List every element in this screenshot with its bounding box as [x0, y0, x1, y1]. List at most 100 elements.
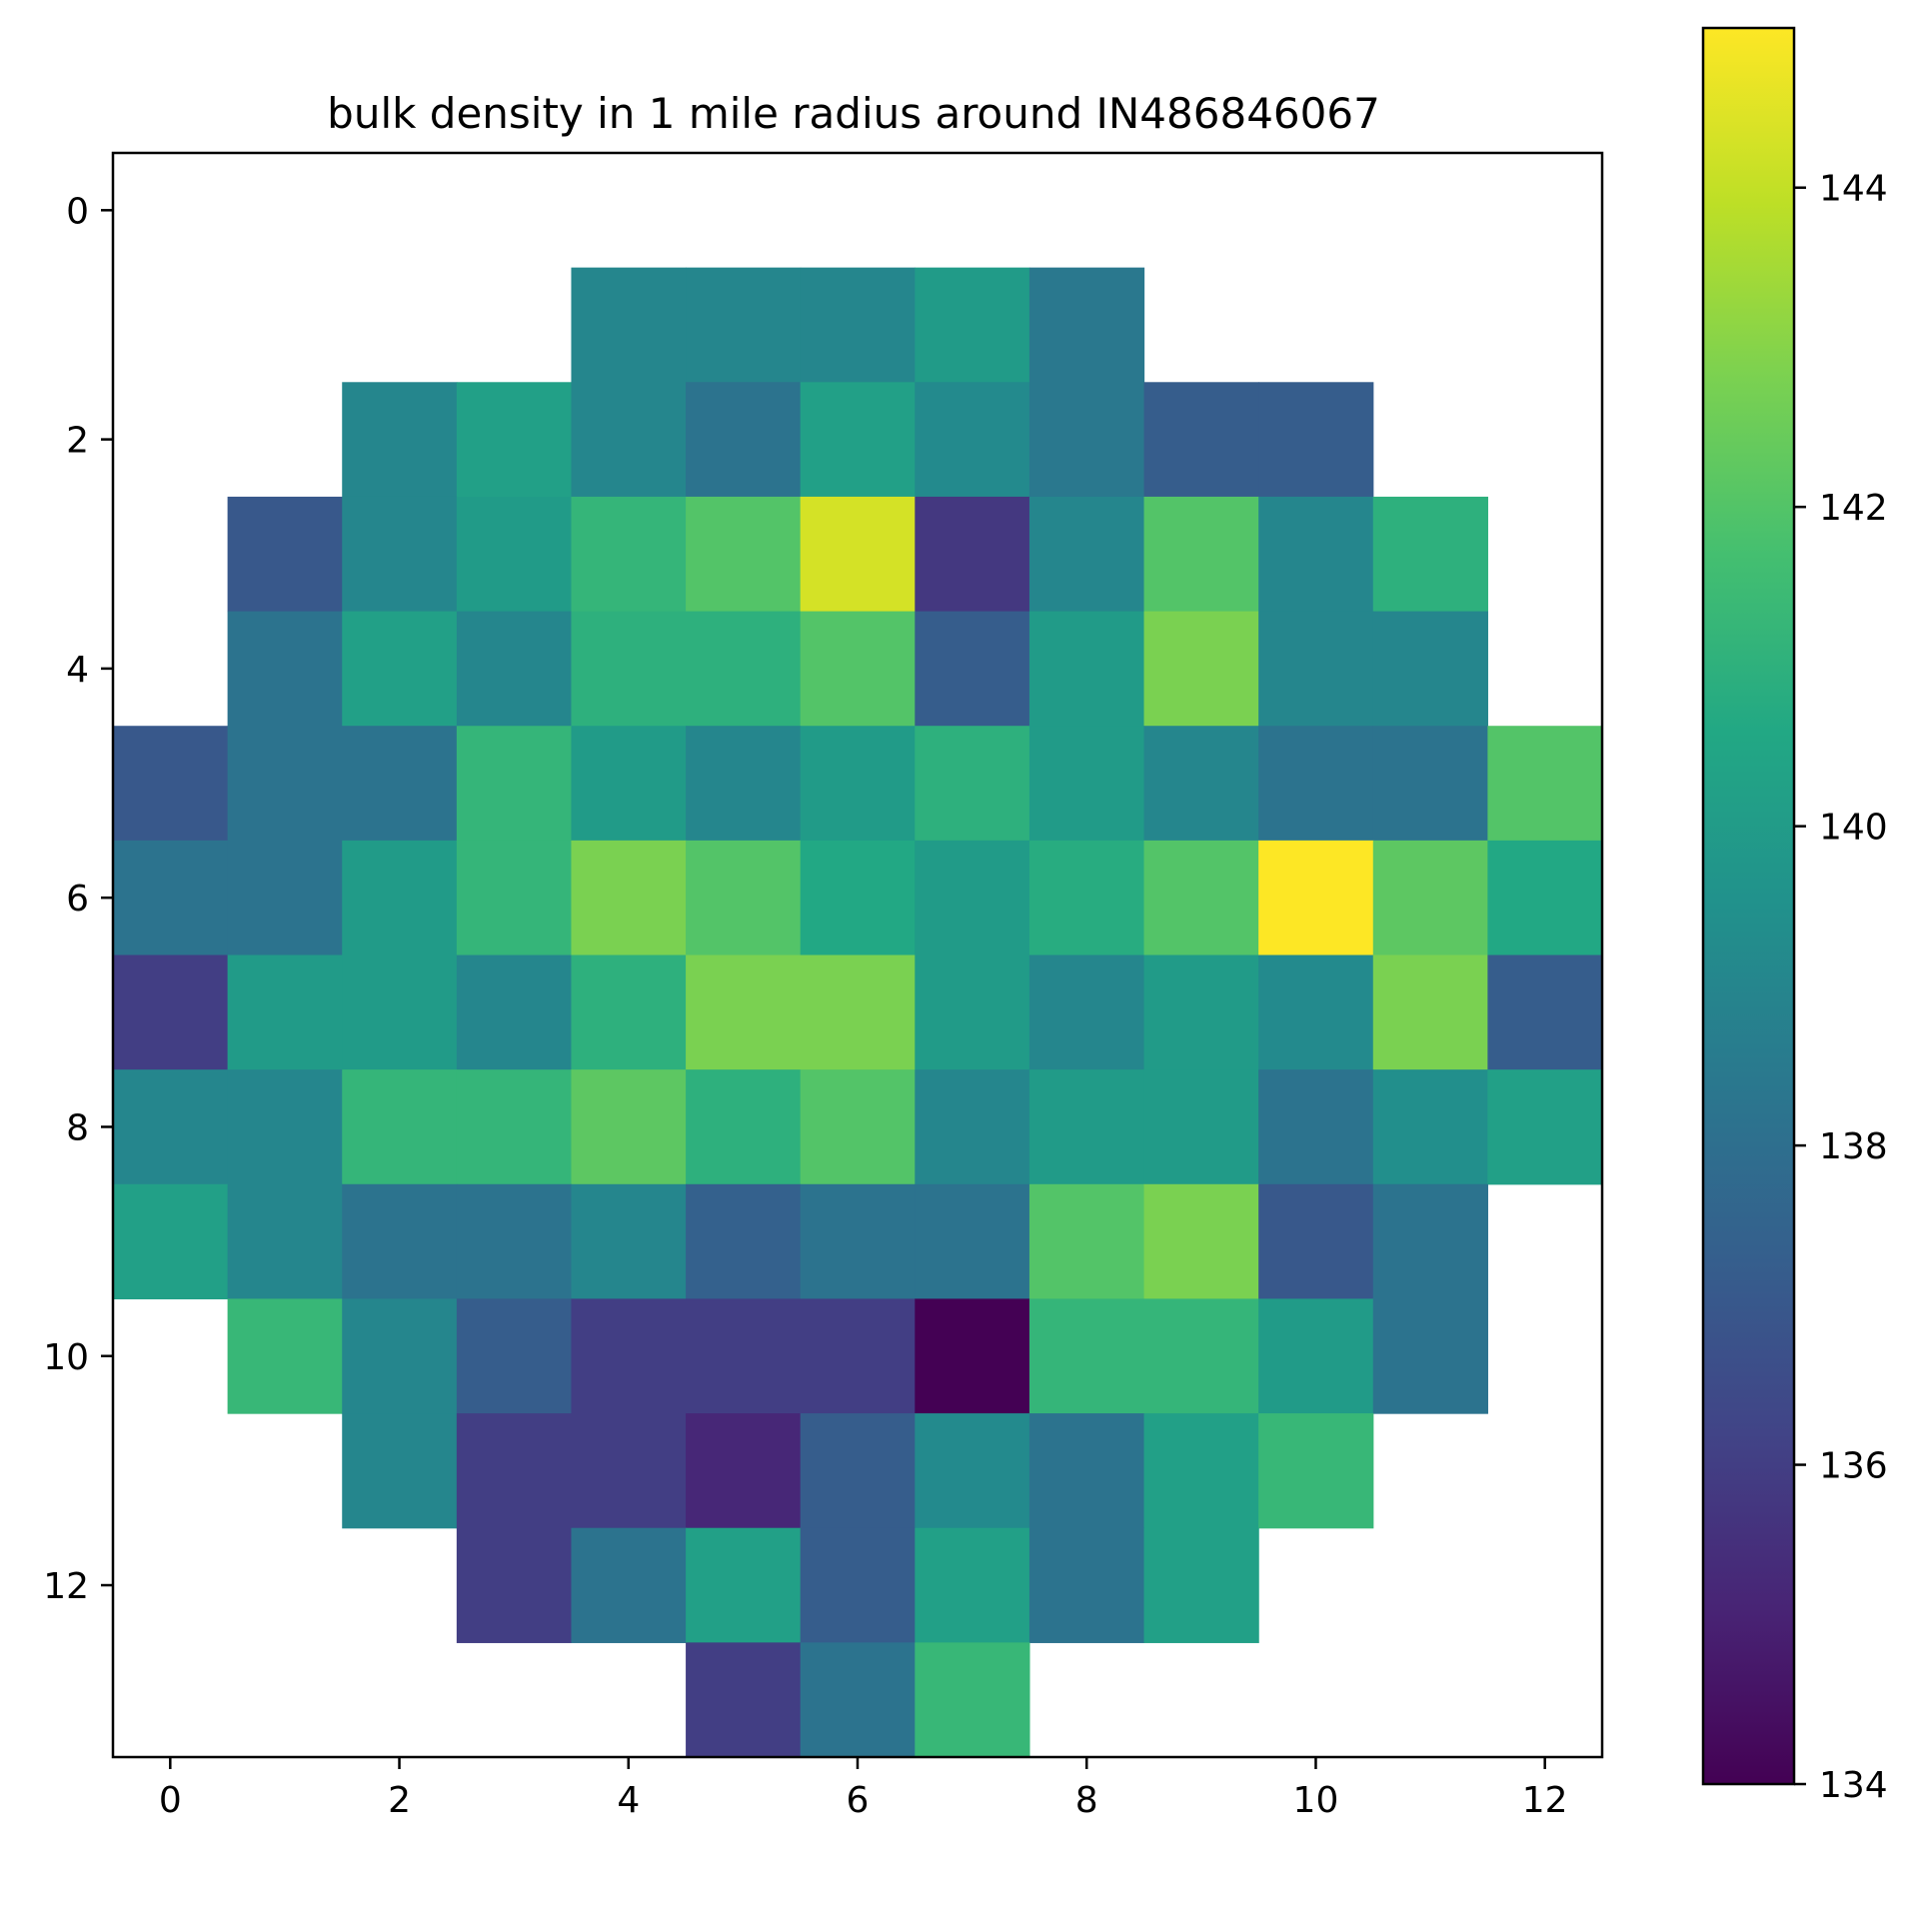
heatmap-cell [1372, 1069, 1488, 1185]
heatmap-cell [113, 726, 229, 842]
heatmap-cell [800, 496, 916, 613]
heatmap-cell [915, 1183, 1030, 1300]
heatmap-cell [456, 955, 573, 1070]
heatmap-cell [1372, 1298, 1488, 1414]
heatmap-cell [227, 611, 343, 727]
heatmap-cell [915, 496, 1030, 613]
heatmap-cell [800, 267, 916, 383]
heatmap-cell [686, 611, 802, 727]
heatmap-cell [1258, 1183, 1374, 1300]
heatmap-cell [571, 1413, 687, 1529]
heatmap-cell [1258, 611, 1374, 727]
heatmap-cell [571, 955, 687, 1070]
x-tick-label: 10 [1293, 1780, 1339, 1821]
heatmap-cell [1143, 1527, 1259, 1643]
heatmap-cell [1143, 382, 1259, 498]
heatmap-cell [1143, 840, 1259, 957]
heatmap-cell [915, 382, 1030, 498]
heatmap-cell [1372, 611, 1488, 727]
heatmap-cell [1143, 1183, 1259, 1300]
heatmap-cell [113, 1069, 229, 1185]
heatmap-cell [342, 1183, 458, 1300]
heatmap-cell [456, 382, 573, 498]
heatmap-cell [686, 1069, 802, 1185]
heatmap-cell [686, 1298, 802, 1414]
heatmap-cell [1258, 1069, 1374, 1185]
colorbar-tick-label: 134 [1819, 1765, 1888, 1806]
heatmap-cell [800, 955, 916, 1070]
heatmap-cell [800, 1527, 916, 1643]
heatmap-cell [1258, 1413, 1374, 1529]
heatmap-cell [800, 1413, 916, 1529]
heatmap-cell [915, 1527, 1030, 1643]
heatmap-cell [800, 611, 916, 727]
x-tick-label: 12 [1522, 1780, 1568, 1821]
heatmap-cell [571, 726, 687, 842]
heatmap-cell [342, 726, 458, 842]
y-axis: 0 2 4 6 8 10 12 [43, 191, 113, 1607]
heatmap-cell [227, 955, 343, 1070]
heatmap-cell [800, 382, 916, 498]
x-tick-label: 6 [847, 1780, 870, 1821]
heatmap-cell [1028, 382, 1145, 498]
heatmap-cell [686, 726, 802, 842]
heatmap-cell [1487, 840, 1603, 957]
heatmap-cell [800, 1298, 916, 1414]
colorbar [1701, 26, 1796, 1786]
heatmap-cell [1372, 1183, 1488, 1300]
heatmap-cell [342, 955, 458, 1070]
colorbar-axis: 134 136 138 140 142 144 [1794, 169, 1888, 1806]
heatmap-cell [342, 496, 458, 613]
heatmap-cell [227, 496, 343, 613]
heatmap-cell [1028, 1069, 1145, 1185]
heatmap-cell [1028, 1298, 1145, 1414]
heatmap-cell [342, 1298, 458, 1414]
heatmap-cell [686, 1183, 802, 1300]
heatmap-cell [1028, 1413, 1145, 1529]
heatmap-cell [571, 1298, 687, 1414]
x-tick-label: 2 [388, 1780, 411, 1821]
heatmap-cell [571, 1069, 687, 1185]
y-tick-label: 10 [43, 1337, 89, 1378]
heatmap-cell [686, 496, 802, 613]
heatmap-cell [1372, 496, 1488, 613]
colorbar-tick-label: 138 [1819, 1126, 1888, 1167]
heatmap-cell [456, 1527, 573, 1643]
heatmap-cell [1028, 726, 1145, 842]
heatmap-cell [1258, 840, 1374, 957]
colorbar-tick-label: 142 [1819, 488, 1888, 529]
heatmap-cell [456, 1069, 573, 1185]
heatmap-cell [915, 1298, 1030, 1414]
heatmap-cell [915, 267, 1030, 383]
heatmap-cell [571, 840, 687, 957]
heatmap-cell [113, 1183, 229, 1300]
heatmap-cell [342, 382, 458, 498]
heatmap-cell [1143, 955, 1259, 1070]
heatmap-cell [686, 267, 802, 383]
heatmap-cell [915, 1069, 1030, 1185]
heatmap-cell [456, 1183, 573, 1300]
heatmap-cell [915, 1413, 1030, 1529]
heatmap-cell [1143, 1069, 1259, 1185]
x-tick-label: 8 [1075, 1780, 1098, 1821]
heatmap-cell [1143, 726, 1259, 842]
x-tick-label: 4 [617, 1780, 640, 1821]
heatmap-cell [800, 726, 916, 842]
heatmap-cell [1487, 1069, 1603, 1185]
x-tick-label: 0 [159, 1780, 182, 1821]
heatmap-cell [1372, 955, 1488, 1070]
heatmap-cell [915, 726, 1030, 842]
heatmap-cell [1143, 1413, 1259, 1529]
heatmap-cell [571, 611, 687, 727]
heatmap-cell [686, 955, 802, 1070]
heatmap-cell [915, 955, 1030, 1070]
heatmap-cell [456, 840, 573, 957]
heatmap-cell [227, 726, 343, 842]
heatmap-cell [1028, 267, 1145, 383]
heatmap-cell [342, 1069, 458, 1185]
heatmap-cell [456, 1413, 573, 1529]
y-tick-label: 0 [66, 191, 89, 232]
chart-title: bulk density in 1 mile radius around IN4… [327, 89, 1380, 138]
heatmap-cell [686, 840, 802, 957]
